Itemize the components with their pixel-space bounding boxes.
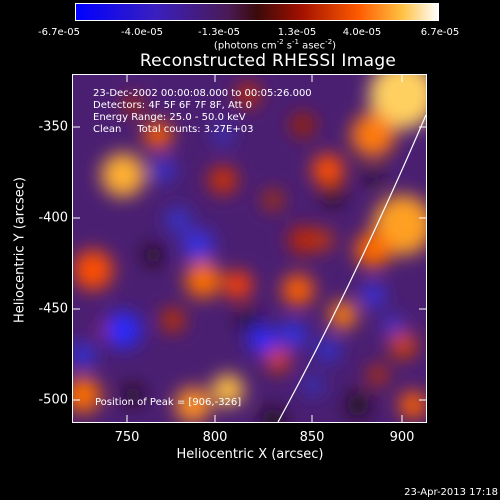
emission-blob (73, 377, 101, 413)
emission-blob (279, 321, 307, 349)
x-tick-label: 900 (389, 430, 415, 445)
emission-blob (329, 301, 357, 329)
units-text: (photons cm (213, 40, 277, 52)
rhessi-image (72, 74, 427, 423)
emission-blob (161, 308, 185, 332)
y-tick-label: -350 (38, 119, 68, 135)
plot-title: Reconstructed RHESSI Image (139, 51, 397, 71)
emission-blob (144, 121, 172, 149)
emission-blob (73, 250, 113, 290)
emission-blob (389, 331, 417, 359)
x-tick-label: 750 (114, 430, 140, 445)
emission-blob (346, 393, 370, 417)
emission-blob (323, 185, 343, 205)
emission-blob (175, 387, 211, 422)
emission-blob (303, 375, 323, 395)
y-axis-label: Heliocentric Y (arcsec) (12, 177, 28, 323)
emission-blob (399, 391, 426, 419)
x-axis-label: Heliocentric X (arcsec) (176, 447, 324, 462)
colorbar-tick: 4.0e-05 (342, 27, 382, 38)
emission-blob (143, 245, 163, 265)
emission-blob (369, 75, 426, 129)
y-tick-label: -450 (38, 301, 68, 317)
emission-blob (291, 113, 315, 137)
annotation-detectors: Detectors: 4F 5F 6F 7F 8F, Att 0 (93, 100, 253, 111)
colorbar-tick: -4.0e-05 (121, 27, 163, 38)
emission-blob (365, 167, 381, 183)
emission-blob (261, 408, 285, 422)
emission-blob (105, 312, 141, 348)
emission-blobs (73, 75, 426, 422)
emission-blob (368, 365, 388, 385)
y-tick-label: -500 (38, 392, 68, 408)
emission-blob (209, 166, 237, 194)
emission-blob (212, 374, 244, 406)
annotation-counts: Clean Total counts: 3.27E+03 (93, 124, 254, 135)
emission-blob (185, 262, 221, 298)
timestamp: 23-Apr-2013 17:18 (404, 487, 498, 498)
units-exp: -2 (325, 38, 333, 46)
emission-blob (263, 190, 283, 210)
emission-blob (249, 326, 277, 354)
emission-blob (151, 158, 175, 182)
units-text: asec (299, 40, 326, 52)
solar-limb-line (277, 114, 426, 422)
units-text: s (283, 40, 293, 52)
annotation-time: 23-Dec-2002 00:00:08.000 to 00:05:26.000 (93, 88, 312, 99)
emission-blob (101, 153, 145, 197)
y-tick-label: -400 (38, 210, 68, 226)
emission-blob (123, 95, 143, 115)
emission-blob (266, 348, 290, 372)
annotation-peak: Position of Peak = [906,-326] (95, 397, 242, 408)
emission-blob (351, 113, 395, 157)
units-exp: -1 (292, 38, 300, 46)
emission-blob (224, 271, 252, 299)
x-tick-label: 850 (299, 430, 325, 445)
emission-blob (355, 232, 391, 268)
colorbar-tick: -1.3e-05 (198, 27, 240, 38)
emission-blob (73, 343, 95, 367)
units-exp: -2 (276, 38, 284, 46)
colorbar-units: (photons cm-2 s-1 asec-2) (214, 38, 336, 51)
colorbar-tick: 6.7e-05 (420, 27, 460, 38)
units-text: ) (332, 40, 337, 52)
colorbar-tick: 1.3e-05 (277, 27, 317, 38)
emission-blob (182, 229, 214, 261)
emission-blob (361, 283, 385, 307)
annotation-energy: Energy Range: 25.0 - 50.0 keV (93, 112, 246, 123)
emission-blob (289, 226, 317, 254)
emission-blob (383, 315, 403, 335)
emission-blob (312, 154, 344, 186)
emission-blob (313, 230, 333, 250)
colorbar-tick: -6.7e-05 (38, 27, 80, 38)
x-tick-label: 800 (202, 430, 228, 445)
emission-blob (282, 274, 314, 306)
emission-blob (236, 83, 260, 107)
emission-blob (123, 385, 143, 405)
emission-blob (213, 125, 233, 145)
emission-blob (166, 208, 190, 232)
colorbar (75, 3, 439, 21)
emission-blob (316, 338, 340, 362)
emission-blob (238, 310, 258, 330)
